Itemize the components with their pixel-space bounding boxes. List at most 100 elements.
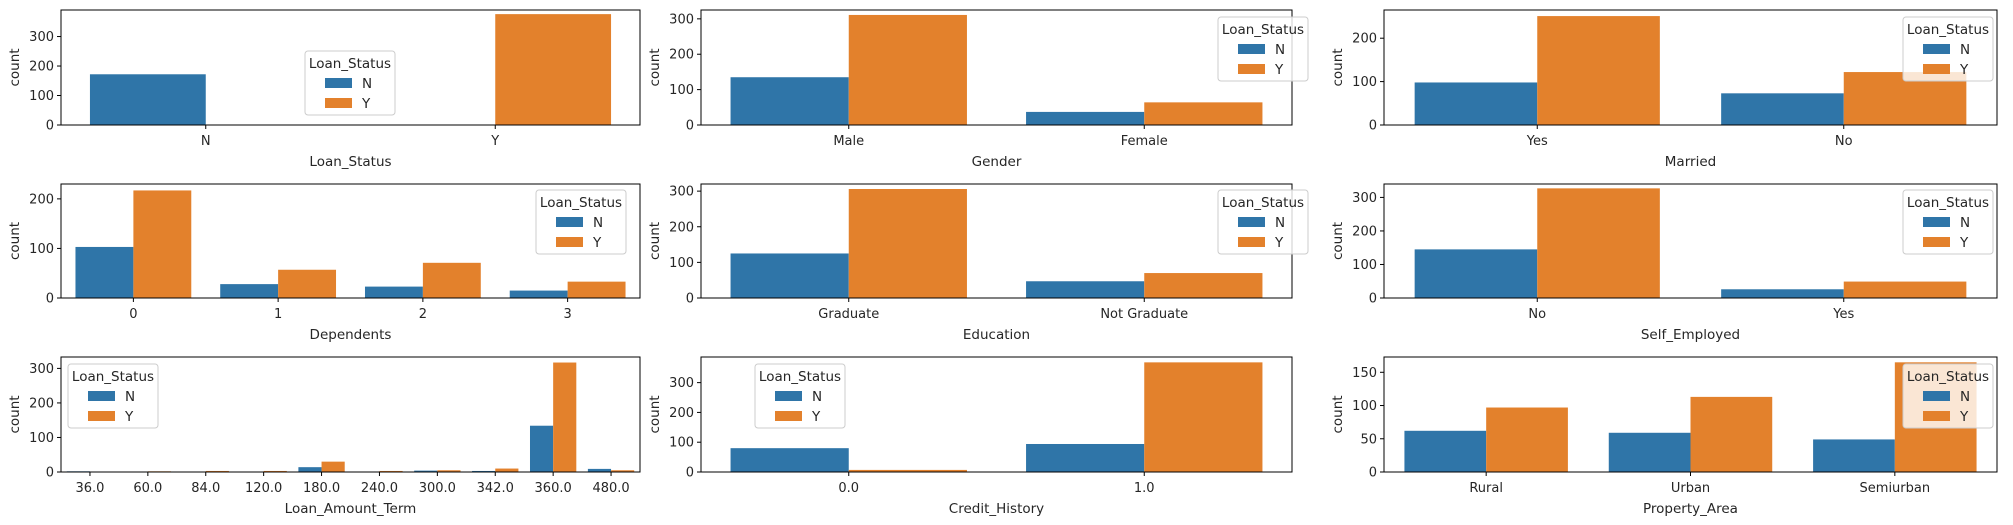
legend-label-y: Y [124, 409, 134, 425]
x-tick-label: 0.0 [838, 481, 859, 496]
bar-n-180-0 [298, 467, 322, 472]
legend-title: Loan_Status [309, 56, 391, 72]
legend-swatch-y [1923, 64, 1950, 74]
legend-label-y: Y [811, 409, 821, 425]
y-tick-label: 0 [686, 292, 694, 307]
x-tick-label: 2 [419, 307, 427, 322]
bar-n-semiurban [1813, 439, 1895, 472]
legend-swatch-y [88, 411, 115, 421]
y-tick-label: 200 [669, 406, 694, 421]
bar-n-not-graduate [1026, 281, 1145, 298]
x-axis-label: Self_Employed [1641, 327, 1740, 343]
y-axis-label: count [1330, 222, 1346, 260]
y-tick-label: 0 [1369, 466, 1377, 481]
y-tick-label: 300 [669, 12, 694, 27]
x-tick-label: N [201, 134, 211, 149]
y-tick-label: 0 [1369, 119, 1377, 134]
subplot-property-area: 0 50 100 150 Rural Urban Semiurban Property_Are… [1330, 356, 1998, 517]
axes-frame [1383, 9, 1998, 126]
x-axis-label: Loan_Amount_Term [285, 501, 417, 517]
legend-swatch-n [1238, 217, 1265, 227]
bar-n-no [1721, 93, 1844, 125]
bar-y-no [1537, 188, 1660, 298]
y-axis-label: count [1330, 395, 1346, 433]
x-axis-label: Property_Area [1643, 501, 1738, 517]
x-tick-label: 84.0 [191, 481, 220, 496]
bar-y-rural [1486, 407, 1568, 472]
bar-y-3 [567, 281, 626, 298]
y-tick-label: 100 [1352, 75, 1377, 90]
axes-frame [60, 356, 641, 473]
legend: Loan_Status NY [1217, 189, 1309, 255]
bar-y-female [1144, 102, 1263, 125]
x-tick-label: Rural [1469, 481, 1503, 496]
y-tick-label: 0 [1369, 292, 1377, 307]
bar-y-2 [422, 262, 481, 298]
bar-n-3 [509, 290, 568, 298]
legend-swatch-n [1923, 217, 1950, 227]
x-tick-label: 240.0 [361, 481, 398, 496]
legend-swatch-n [1238, 44, 1265, 54]
bar-n-n [89, 74, 206, 125]
legend-title: Loan_Status [759, 369, 841, 385]
bar-y-0-0 [848, 469, 967, 472]
y-tick-label: 100 [1352, 258, 1377, 273]
x-tick-label: Male [833, 134, 864, 149]
legend-title: Loan_Status [72, 369, 154, 385]
bar-n-no [1414, 249, 1538, 298]
y-axis-label: count [7, 222, 23, 260]
bar-n-342-0 [472, 470, 496, 472]
x-tick-label: Not Graduate [1100, 307, 1188, 322]
y-tick-label: 0 [686, 466, 694, 481]
legend-label-n: N [812, 389, 822, 405]
axes-frame [700, 356, 1293, 473]
y-tick-label: 100 [29, 431, 54, 446]
legend-label-n: N [125, 389, 135, 405]
legend-swatch-y [1238, 237, 1265, 247]
bar-n-1 [220, 284, 279, 298]
x-axis-label: Married [1665, 154, 1716, 170]
subplot-gender: 0 100 200 300 Male Female Gender count Loan_Stat… [647, 9, 1309, 170]
bar-y-0 [133, 190, 192, 298]
legend-label-n: N [1960, 389, 1970, 405]
x-tick-label: 0 [129, 307, 137, 322]
y-tick-label: 150 [1352, 366, 1377, 381]
subplot-education: 0 100 200 300 Graduate Not Graduate Education c… [647, 183, 1309, 343]
x-tick-label: 3 [563, 307, 571, 322]
y-tick-label: 300 [29, 30, 54, 45]
x-tick-label: No [1835, 134, 1853, 149]
subplot-credit-history: 0 100 200 300 0.0 1.0 Credit_History count Loan_… [647, 356, 1293, 517]
x-axis-label: Loan_Status [309, 154, 391, 170]
bar-y-480-0 [611, 470, 635, 472]
bar-y-not-graduate [1144, 273, 1263, 298]
legend-swatch-n [775, 391, 802, 401]
legend-title: Loan_Status [1907, 369, 1989, 385]
bar-n-0-0 [730, 448, 849, 472]
y-tick-label: 200 [1352, 224, 1377, 239]
y-tick-label: 200 [669, 48, 694, 63]
legend-label-n: N [362, 76, 372, 92]
legend-label-n: N [593, 215, 603, 231]
legend-label-n: N [1275, 215, 1285, 231]
bar-y-1-0 [1144, 362, 1263, 472]
y-tick-label: 100 [1352, 399, 1377, 414]
x-tick-label: Y [490, 134, 499, 149]
axes-frame [60, 9, 641, 126]
legend-label-n: N [1275, 42, 1285, 58]
axes-frame [60, 183, 641, 299]
y-tick-label: 200 [29, 60, 54, 75]
x-tick-label: Yes [1526, 134, 1548, 149]
legend: Loan_Status NY [304, 50, 396, 116]
legend-label-y: Y [1274, 62, 1284, 78]
x-tick-label: 1 [274, 307, 282, 322]
legend: Loan_Status NY [67, 363, 159, 429]
x-tick-label: 480.0 [592, 481, 629, 496]
bar-y-300-0 [437, 470, 461, 472]
x-tick-label: 60.0 [133, 481, 162, 496]
x-tick-label: 36.0 [75, 481, 104, 496]
y-tick-label: 300 [29, 362, 54, 377]
legend-swatch-n [556, 217, 583, 227]
y-tick-label: 50 [1360, 432, 1377, 447]
y-tick-label: 0 [46, 466, 54, 481]
